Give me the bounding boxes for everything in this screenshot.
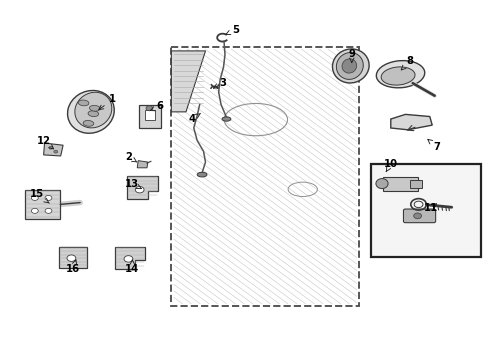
Bar: [139, 105, 160, 128]
Ellipse shape: [332, 49, 368, 83]
Bar: [25, 190, 60, 220]
Polygon shape: [390, 114, 431, 130]
Text: 5: 5: [225, 25, 239, 35]
Ellipse shape: [83, 121, 94, 126]
Circle shape: [135, 186, 144, 193]
Text: 16: 16: [66, 260, 80, 274]
Ellipse shape: [67, 90, 114, 133]
Circle shape: [67, 255, 76, 261]
FancyBboxPatch shape: [403, 209, 435, 223]
Circle shape: [146, 106, 153, 111]
Polygon shape: [171, 51, 205, 112]
Circle shape: [31, 195, 38, 201]
Text: 1: 1: [99, 94, 116, 110]
Circle shape: [31, 208, 38, 213]
Bar: [383, 177, 417, 191]
Text: 9: 9: [347, 49, 354, 62]
Text: 14: 14: [125, 260, 139, 274]
Circle shape: [45, 208, 52, 213]
Text: 2: 2: [125, 152, 137, 162]
Circle shape: [49, 146, 53, 149]
Bar: [59, 247, 87, 268]
Text: 10: 10: [383, 159, 397, 172]
Text: 11: 11: [423, 203, 437, 213]
Circle shape: [413, 213, 421, 219]
Text: 12: 12: [37, 136, 54, 149]
Text: 4: 4: [188, 113, 200, 124]
Ellipse shape: [341, 59, 356, 73]
Ellipse shape: [75, 92, 112, 128]
Ellipse shape: [197, 172, 206, 177]
Ellipse shape: [89, 105, 100, 111]
Circle shape: [54, 150, 58, 153]
Bar: [171, 47, 358, 306]
Ellipse shape: [336, 53, 363, 80]
Ellipse shape: [376, 60, 424, 88]
Text: 13: 13: [124, 179, 141, 189]
Polygon shape: [115, 247, 144, 269]
Bar: [144, 110, 155, 120]
Polygon shape: [43, 143, 63, 156]
Text: 7: 7: [427, 139, 440, 152]
Polygon shape: [127, 176, 158, 199]
Text: 8: 8: [401, 56, 413, 70]
Bar: [409, 180, 422, 188]
Bar: [370, 164, 480, 257]
Ellipse shape: [78, 100, 89, 106]
Ellipse shape: [380, 67, 414, 85]
Text: 6: 6: [150, 102, 163, 112]
Ellipse shape: [222, 117, 230, 121]
Circle shape: [124, 256, 133, 262]
Text: 15: 15: [30, 189, 49, 203]
Ellipse shape: [375, 179, 387, 189]
Text: 3: 3: [213, 78, 225, 88]
Ellipse shape: [88, 111, 99, 117]
Polygon shape: [137, 161, 148, 168]
Circle shape: [45, 195, 52, 201]
